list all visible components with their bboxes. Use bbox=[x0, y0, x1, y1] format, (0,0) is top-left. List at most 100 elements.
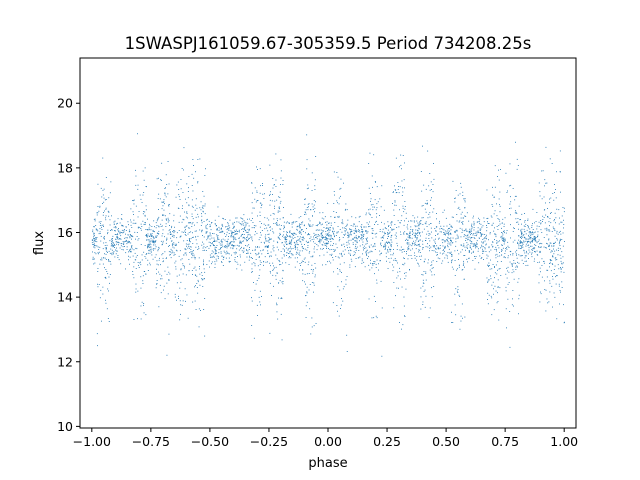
scatter-point bbox=[328, 248, 329, 249]
scatter-point bbox=[537, 234, 539, 236]
scatter-point bbox=[320, 229, 322, 231]
scatter-point bbox=[485, 244, 487, 246]
scatter-point bbox=[304, 261, 306, 263]
scatter-point bbox=[146, 235, 148, 236]
scatter-point bbox=[469, 245, 471, 247]
scatter-point bbox=[428, 317, 430, 319]
scatter-point bbox=[371, 263, 373, 265]
scatter-point bbox=[328, 228, 329, 230]
scatter-point bbox=[269, 256, 270, 258]
scatter-point bbox=[95, 238, 97, 239]
scatter-point bbox=[512, 231, 514, 232]
scatter-point bbox=[401, 328, 402, 330]
scatter-point bbox=[161, 275, 163, 277]
scatter-point bbox=[199, 268, 200, 270]
scatter-point bbox=[154, 231, 155, 233]
scatter-point bbox=[433, 250, 435, 252]
scatter-point bbox=[373, 317, 375, 319]
scatter-point bbox=[291, 240, 292, 242]
scatter-point bbox=[101, 226, 102, 228]
scatter-point bbox=[390, 254, 392, 256]
scatter-point bbox=[255, 283, 257, 285]
scatter-point bbox=[435, 248, 436, 250]
scatter-point bbox=[552, 245, 554, 247]
scatter-point bbox=[520, 229, 522, 231]
scatter-point bbox=[163, 209, 165, 211]
scatter-point bbox=[387, 249, 389, 250]
scatter-point bbox=[331, 238, 333, 240]
scatter-point bbox=[117, 238, 119, 240]
scatter-point bbox=[256, 190, 258, 192]
scatter-point bbox=[406, 251, 407, 252]
scatter-point bbox=[304, 224, 305, 226]
scatter-point bbox=[458, 259, 459, 260]
scatter-point bbox=[472, 260, 474, 261]
scatter-point bbox=[534, 258, 535, 260]
scatter-point bbox=[444, 247, 446, 248]
scatter-point bbox=[261, 204, 262, 206]
scatter-point bbox=[102, 157, 104, 159]
scatter-point bbox=[168, 271, 170, 273]
scatter-point bbox=[188, 222, 190, 224]
scatter-point bbox=[353, 237, 355, 239]
scatter-point bbox=[503, 223, 505, 225]
scatter-point bbox=[276, 222, 278, 223]
scatter-point bbox=[277, 237, 279, 239]
scatter-point bbox=[289, 256, 290, 257]
scatter-point bbox=[393, 209, 395, 211]
scatter-point bbox=[159, 198, 161, 200]
scatter-point bbox=[116, 250, 118, 252]
scatter-point bbox=[248, 244, 250, 246]
scatter-point bbox=[483, 250, 485, 252]
scatter-point bbox=[473, 237, 475, 239]
scatter-point bbox=[194, 274, 196, 276]
scatter-point bbox=[366, 232, 368, 234]
scatter-point bbox=[107, 232, 109, 233]
scatter-point bbox=[458, 266, 460, 268]
scatter-point bbox=[278, 196, 280, 198]
scatter-point bbox=[383, 235, 385, 237]
scatter-point bbox=[131, 248, 133, 250]
scatter-point bbox=[546, 234, 548, 236]
scatter-point bbox=[141, 202, 143, 203]
scatter-point bbox=[246, 256, 248, 258]
scatter-point bbox=[217, 237, 219, 238]
scatter-point bbox=[352, 242, 354, 244]
scatter-point bbox=[154, 226, 155, 228]
scatter-point bbox=[479, 223, 481, 225]
scatter-point bbox=[275, 266, 277, 268]
scatter-point bbox=[268, 224, 270, 226]
scatter-point bbox=[422, 243, 424, 245]
scatter-point bbox=[269, 227, 271, 228]
scatter-point bbox=[432, 267, 434, 269]
scatter-point bbox=[494, 186, 496, 188]
scatter-point bbox=[210, 242, 211, 244]
scatter-point bbox=[304, 214, 305, 215]
scatter-point bbox=[391, 221, 393, 222]
scatter-point bbox=[342, 223, 344, 225]
scatter-point bbox=[181, 168, 183, 169]
scatter-point bbox=[166, 184, 168, 185]
scatter-point bbox=[442, 260, 444, 262]
scatter-point bbox=[188, 205, 190, 207]
scatter-point bbox=[202, 241, 203, 243]
scatter-point bbox=[533, 247, 535, 249]
scatter-point bbox=[459, 208, 461, 210]
scatter-point bbox=[340, 304, 342, 306]
scatter-point bbox=[492, 186, 493, 188]
scatter-point bbox=[481, 244, 483, 246]
scatter-point bbox=[472, 250, 474, 252]
scatter-point bbox=[166, 239, 167, 241]
scatter-point bbox=[137, 133, 138, 135]
scatter-point bbox=[519, 255, 521, 257]
scatter-point bbox=[109, 219, 111, 221]
scatter-point bbox=[526, 252, 528, 254]
scatter-point bbox=[503, 239, 505, 241]
scatter-point bbox=[299, 223, 301, 225]
scatter-point bbox=[480, 228, 482, 230]
scatter-point bbox=[103, 237, 105, 239]
scatter-point bbox=[398, 192, 400, 194]
scatter-point bbox=[93, 236, 94, 238]
scatter-point bbox=[133, 203, 135, 205]
scatter-point bbox=[97, 286, 99, 288]
